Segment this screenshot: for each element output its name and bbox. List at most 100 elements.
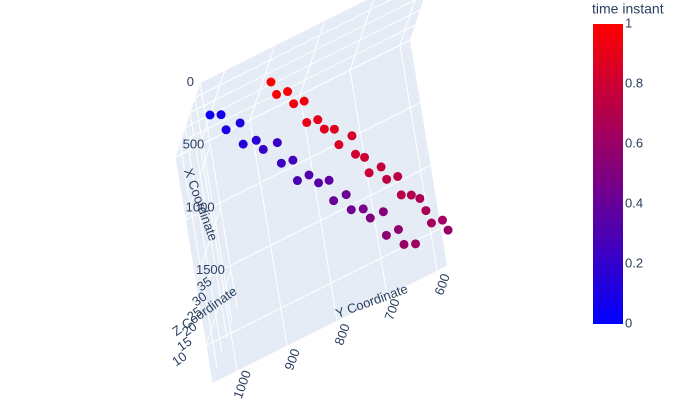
scene: 0 500 1000 1500 600 700 800 900 1000 101520253035… [169, 0, 453, 400]
colorbar-tick-label: 0.8 [625, 75, 643, 90]
data-point [393, 171, 403, 181]
colorbar-tick-label: 0 [625, 315, 632, 330]
grid-line [399, 0, 416, 46]
grid-line [249, 119, 288, 346]
data-point [216, 110, 226, 120]
grid-line [174, 157, 213, 384]
z-tick-label: 10 [169, 349, 189, 370]
data-point [360, 152, 370, 162]
data-point [314, 178, 324, 188]
grid-line [195, 164, 431, 284]
data-point [378, 207, 388, 217]
data-point [289, 99, 299, 109]
data-point [350, 149, 360, 159]
data-point [364, 168, 374, 178]
grid-line [194, 0, 392, 98]
data-point [272, 138, 282, 148]
data-point [346, 205, 356, 215]
data-point [358, 204, 368, 214]
grid-line [349, 69, 388, 296]
data-point [329, 124, 339, 134]
grid-line [299, 19, 326, 96]
grid-line [179, 142, 218, 369]
grid-line [179, 24, 416, 143]
side-pane [175, 82, 238, 384]
data-point [221, 125, 231, 135]
data-point [411, 239, 421, 249]
data-point [276, 158, 286, 168]
grid-line [399, 44, 438, 271]
grid-line [199, 144, 238, 371]
x-tick-label: 1500 [196, 262, 225, 277]
grid-line [189, 112, 228, 339]
colorbar-tick-label: 1 [625, 15, 632, 30]
data-point [399, 239, 409, 249]
data-point [329, 196, 339, 206]
data-point [319, 124, 329, 134]
grid-line [195, 207, 222, 284]
grid-line [184, 127, 223, 354]
grid-line [174, 39, 411, 158]
colorbar-title: time instant [592, 1, 664, 17]
grid-line [189, 0, 417, 113]
grid-line [199, 82, 238, 309]
z-tick-label: 20 [179, 319, 199, 340]
colorbar-tick-label: 0.4 [625, 195, 643, 210]
z-tick-label: 35 [194, 274, 214, 295]
grid-line [199, 0, 367, 83]
grid-line [174, 82, 201, 158]
data-point [406, 190, 416, 200]
data-point [437, 215, 447, 225]
grid-line [184, 145, 211, 221]
data-point [299, 96, 309, 106]
y-tick-label: 700 [381, 297, 403, 323]
data-point [365, 213, 375, 223]
x-tick-label: 0 [187, 74, 194, 89]
data-point [382, 174, 392, 184]
y-tick-label: 1000 [230, 368, 254, 400]
y-tick-label: 800 [331, 322, 353, 348]
data-point [302, 118, 312, 128]
x-tick-label: 1000 [186, 199, 215, 214]
data-point [251, 135, 261, 145]
colorbar-tick-label: 0.2 [625, 255, 643, 270]
colorbar [593, 24, 623, 324]
colorbar-tick-label: 0.6 [625, 135, 643, 150]
grid-line [184, 9, 421, 128]
data-point [421, 206, 431, 216]
data-point [266, 77, 276, 87]
data-point [205, 110, 215, 120]
z-tick-label: 15 [174, 334, 194, 355]
data-point [347, 131, 357, 141]
data-point [292, 176, 302, 186]
data-point [272, 89, 282, 99]
grid-line [194, 97, 233, 324]
grid-line [299, 94, 338, 321]
grid-line [249, 44, 276, 121]
x-tick-label: 500 [183, 137, 205, 152]
data-point [376, 162, 386, 172]
data-point [415, 193, 425, 203]
z-tick-label: 25 [184, 304, 204, 325]
grid-line [205, 270, 232, 346]
data-point [443, 225, 453, 235]
data-point [396, 190, 406, 200]
data-point [283, 87, 293, 97]
data-point [313, 115, 323, 125]
y-tick-label: 600 [431, 272, 453, 298]
y-tick-label: 900 [281, 347, 303, 373]
data-point [334, 140, 344, 150]
data-point [258, 144, 268, 154]
z-tick-label: 30 [189, 289, 209, 310]
data-point [381, 230, 391, 240]
data-point [304, 170, 314, 180]
data-point [426, 218, 436, 228]
grid-line [199, 69, 226, 146]
data-point [324, 175, 334, 185]
grid-line [349, 0, 374, 71]
data-point [393, 225, 403, 235]
data-point [341, 190, 351, 200]
data-point [288, 155, 298, 165]
